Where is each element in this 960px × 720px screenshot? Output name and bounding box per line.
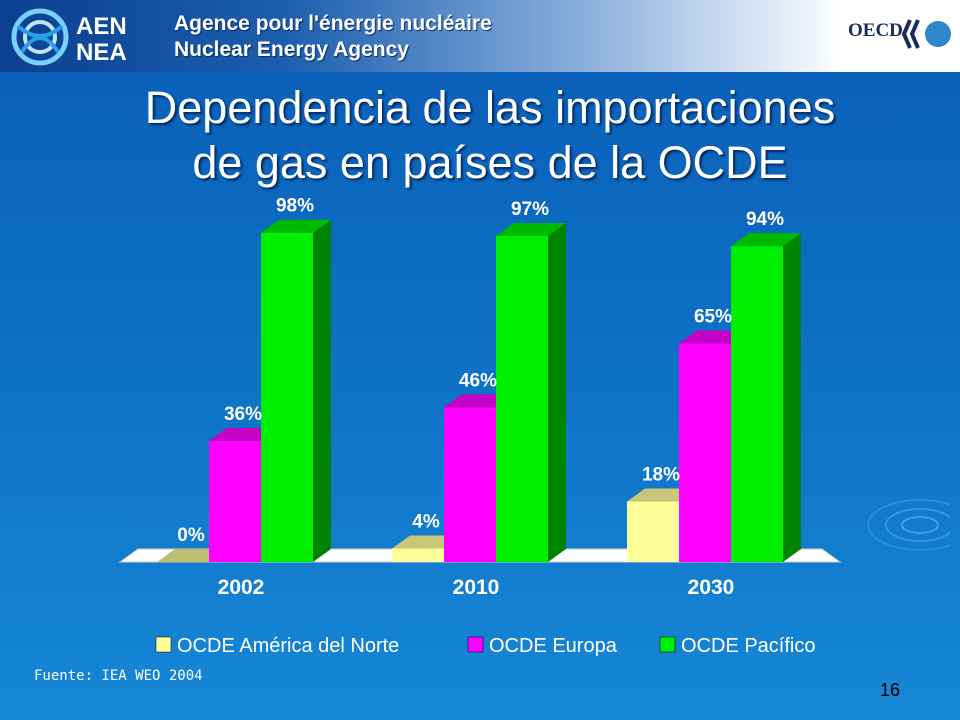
bar-side-ocde-pacifico-2002 xyxy=(313,219,331,562)
data-label-ocde-europa-2010: 46% xyxy=(459,370,497,391)
data-label-ocde-europa-2030: 65% xyxy=(694,307,732,328)
header-banner: AEN NEA Agence pour l'énergie nucléaire … xyxy=(0,0,960,72)
data-label-ocde-europa-2002: 36% xyxy=(224,404,262,425)
bar-side-ocde-pacifico-2010 xyxy=(548,223,566,562)
data-label-ocde-pacifico-2030: 94% xyxy=(746,209,784,230)
slide-title: Dependencia de las importaciones de gas … xyxy=(20,80,960,190)
agency-name-english: Nuclear Energy Agency xyxy=(174,38,409,61)
bar-ocde-europa-2010 xyxy=(444,407,496,562)
page-number: 16 xyxy=(880,680,901,700)
bar-ocde-pacifico-2030 xyxy=(731,246,783,562)
slide-title-line-1: Dependencia de las importaciones xyxy=(144,82,836,133)
logo-text-nea: NEA xyxy=(76,39,127,66)
category-label-2010: 2010 xyxy=(453,576,500,599)
bar-top-ocde-pacifico-2030 xyxy=(731,233,801,247)
chart-data-labels: 0% 36% 98% 4% 46% 97% 18% 65% 94% xyxy=(177,196,784,546)
nea-logo-icon: AEN NEA xyxy=(11,8,127,66)
legend-swatch-ocde-america-del-norte xyxy=(155,636,172,653)
data-label-ocde-america-del-norte-2030: 18% xyxy=(642,465,680,486)
data-label-ocde-america-del-norte-2002: 0% xyxy=(177,525,205,546)
slide-title-line-2: de gas en países de la OCDE xyxy=(192,137,788,188)
data-label-ocde-america-del-norte-2010: 4% xyxy=(412,512,440,533)
chart-legend: OCDE América del Norte OCDE Europa OCDE Pa… xyxy=(155,635,815,657)
legend-label-ocde-europa: OCDE Europa xyxy=(489,635,618,657)
chart-category-labels: 2002 2010 2030 xyxy=(218,576,735,599)
oecd-logo-text: OECD xyxy=(848,20,903,41)
chart-bars xyxy=(157,219,801,562)
bar-top-ocde-pacifico-2002 xyxy=(261,219,331,233)
bar-ocde-pacifico-2002 xyxy=(261,232,313,562)
data-label-ocde-pacifico-2002: 98% xyxy=(276,196,314,217)
category-label-2030: 2030 xyxy=(688,576,735,599)
legend-swatch-ocde-europa xyxy=(467,636,484,653)
category-label-2002: 2002 xyxy=(218,576,265,599)
bar-ocde-pacifico-2010 xyxy=(496,236,548,562)
bar-ocde-america-del-norte-2010 xyxy=(392,548,444,562)
bar-top-ocde-pacifico-2010 xyxy=(496,223,566,237)
ripple-decoration-icon xyxy=(867,499,950,551)
source-note: Fuente: IEA WEO 2004 xyxy=(34,668,203,684)
bar-ocde-america-del-norte-2030 xyxy=(627,501,679,562)
logo-text-aen: AEN xyxy=(76,13,127,40)
agency-name-french: Agence pour l'énergie nucléaire xyxy=(174,12,492,35)
legend-label-ocde-america-del-norte: OCDE América del Norte xyxy=(177,635,399,657)
legend-label-ocde-pacifico: OCDE Pacífico xyxy=(681,635,815,657)
legend-swatch-ocde-pacifico xyxy=(659,636,676,653)
bar-ocde-europa-2030 xyxy=(679,343,731,562)
bar-ocde-europa-2002 xyxy=(209,441,261,562)
oecd-logo-icon xyxy=(901,19,951,49)
bar-side-ocde-pacifico-2030 xyxy=(783,233,801,562)
data-label-ocde-pacifico-2010: 97% xyxy=(511,199,549,220)
